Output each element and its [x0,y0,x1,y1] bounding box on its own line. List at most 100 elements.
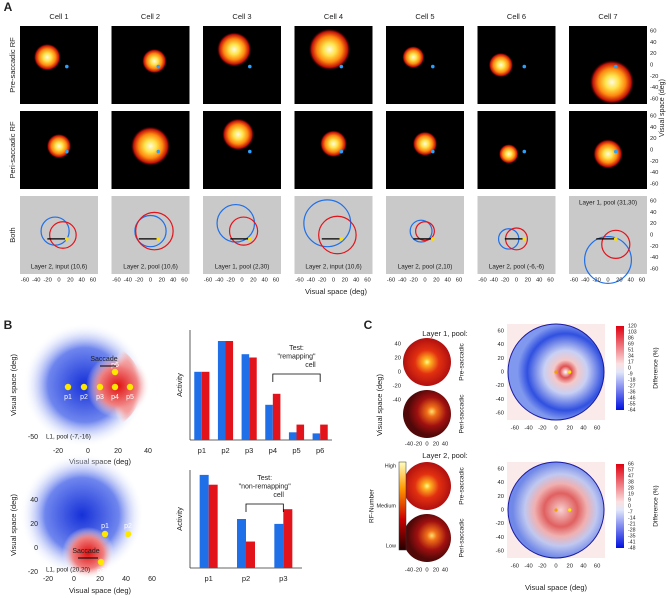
x-tick-label: -40 [124,278,132,284]
rf-blob [141,48,167,74]
y-tick-label: -20 [650,244,658,250]
y-tick-label: 40 [395,342,401,348]
x-tick-label: 20 [250,278,256,284]
bar [225,341,234,440]
unit-label: Layer 2, pool (2,10) [398,264,453,271]
colorbar-tick-label: 103 [628,329,637,335]
colorbar-tick-label: 69 [628,341,634,347]
x-tick-label: 40 [442,568,448,574]
rf-blob [402,45,425,69]
y-tick-label: 0 [34,545,38,552]
x-tick-label: 20 [67,278,73,284]
y-tick-label: -40 [496,535,504,541]
bar [241,354,250,440]
x-tick-label: -40 [405,568,413,574]
colorbar-tick-label: -21 [628,521,636,527]
x-tick-label: -40 [405,442,413,448]
row-label: Peri-saccadic RF [8,121,17,179]
x-tick-label: 40 [444,278,450,284]
probe-point [111,368,119,376]
x-tick-label: -60 [295,278,303,284]
colorbar-tick-label: 86 [628,335,634,341]
unit-label: Layer 2, pool (-6,-6) [489,264,544,271]
bar [194,371,202,440]
x-tick-label: -60 [570,278,578,284]
probe-point [101,530,109,538]
probe-point [80,383,88,391]
probe-point [97,558,105,566]
x-axis-label: Visual space (deg) [305,287,367,296]
colorbar-tick-label: 0 [628,365,631,371]
x-tick-label: 20 [525,278,531,284]
y-tick-label: 40 [498,342,504,348]
colorbar-tick-label: 120 [628,323,637,329]
rf-level-label: Low [386,543,396,549]
saccade-target [65,237,69,241]
x-tick-label: -20 [409,278,417,284]
rf-outline-panel [386,196,464,274]
pre-rf-outline [409,219,433,243]
saccade-target [568,508,572,512]
colorbar-tick-label: -28 [628,527,636,533]
colorbar-tick-label: 51 [628,347,634,353]
y-axis-label: Activity [175,373,184,397]
rf-level-label: High [385,463,396,469]
y-tick-label: -50 [28,434,38,441]
panel-label: B [4,318,13,332]
peri-rf-outline [415,221,435,242]
bar [246,541,255,568]
x-tick-label: 40 [353,278,359,284]
probe-point [126,383,134,391]
bar [201,371,210,440]
rf-blob [498,143,519,164]
x-tick-label: 60 [181,278,187,284]
colorbar-tick-label: -41 [628,539,636,545]
x-tick-label: p3 [279,574,287,583]
colorbar-tick-label: -18 [628,377,636,383]
cell-title: Cell 6 [507,12,526,21]
y-tick-label: -60 [650,182,658,188]
x-tick-label: 60 [594,564,600,570]
rf-outline-panel [477,196,556,274]
x-tick-label: p2 [221,446,229,455]
y-tick-label: -40 [393,398,401,404]
fixation-dot [248,149,252,154]
x-tick-label: p1 [198,446,206,455]
colorbar-tick-label: 0 [628,503,631,509]
bar [249,357,257,440]
fixation-dot [65,64,69,69]
peri-rf-outline [228,216,259,246]
x-tick-label: 0 [72,576,76,583]
x-tick-label: 0 [240,278,243,284]
cell-title: Cell 2 [141,12,160,21]
row-label: Peri-saccadic [459,518,466,558]
x-tick-label: 40 [261,278,267,284]
y-tick-label: 0 [501,508,504,514]
annotation: "non-remapping" [239,483,292,490]
x-tick-label: -40 [581,278,589,284]
row-label: Both [8,227,17,242]
colorbar-tick-label: 66 [628,461,634,467]
cell-title: Cell 3 [232,12,251,21]
probe-label: p2 [124,523,132,530]
x-tick-label: 40 [170,278,176,284]
saccade-label: Saccade [90,356,117,363]
fixation-dot [339,64,344,69]
probe-label: p2 [80,394,88,401]
y-tick-label: -40 [650,85,658,91]
y-tick-label: -40 [650,170,658,176]
y-tick-label: 40 [498,480,504,486]
fixation-dot [156,149,161,154]
x-tick-label: 0 [332,278,335,284]
fixation-dot [431,64,435,69]
rf-map [403,462,451,510]
y-axis-label: Visual space (deg) [9,494,18,556]
x-tick-label: p6 [316,446,324,455]
y-tick-label: 20 [498,356,504,362]
saccade-target [248,237,252,241]
colorbar-tick-label: -46 [628,395,636,401]
x-tick-label: 60 [547,278,553,284]
rf-blob [593,138,623,169]
fixation-dot [65,149,69,154]
peri-rf-outline [318,215,357,255]
